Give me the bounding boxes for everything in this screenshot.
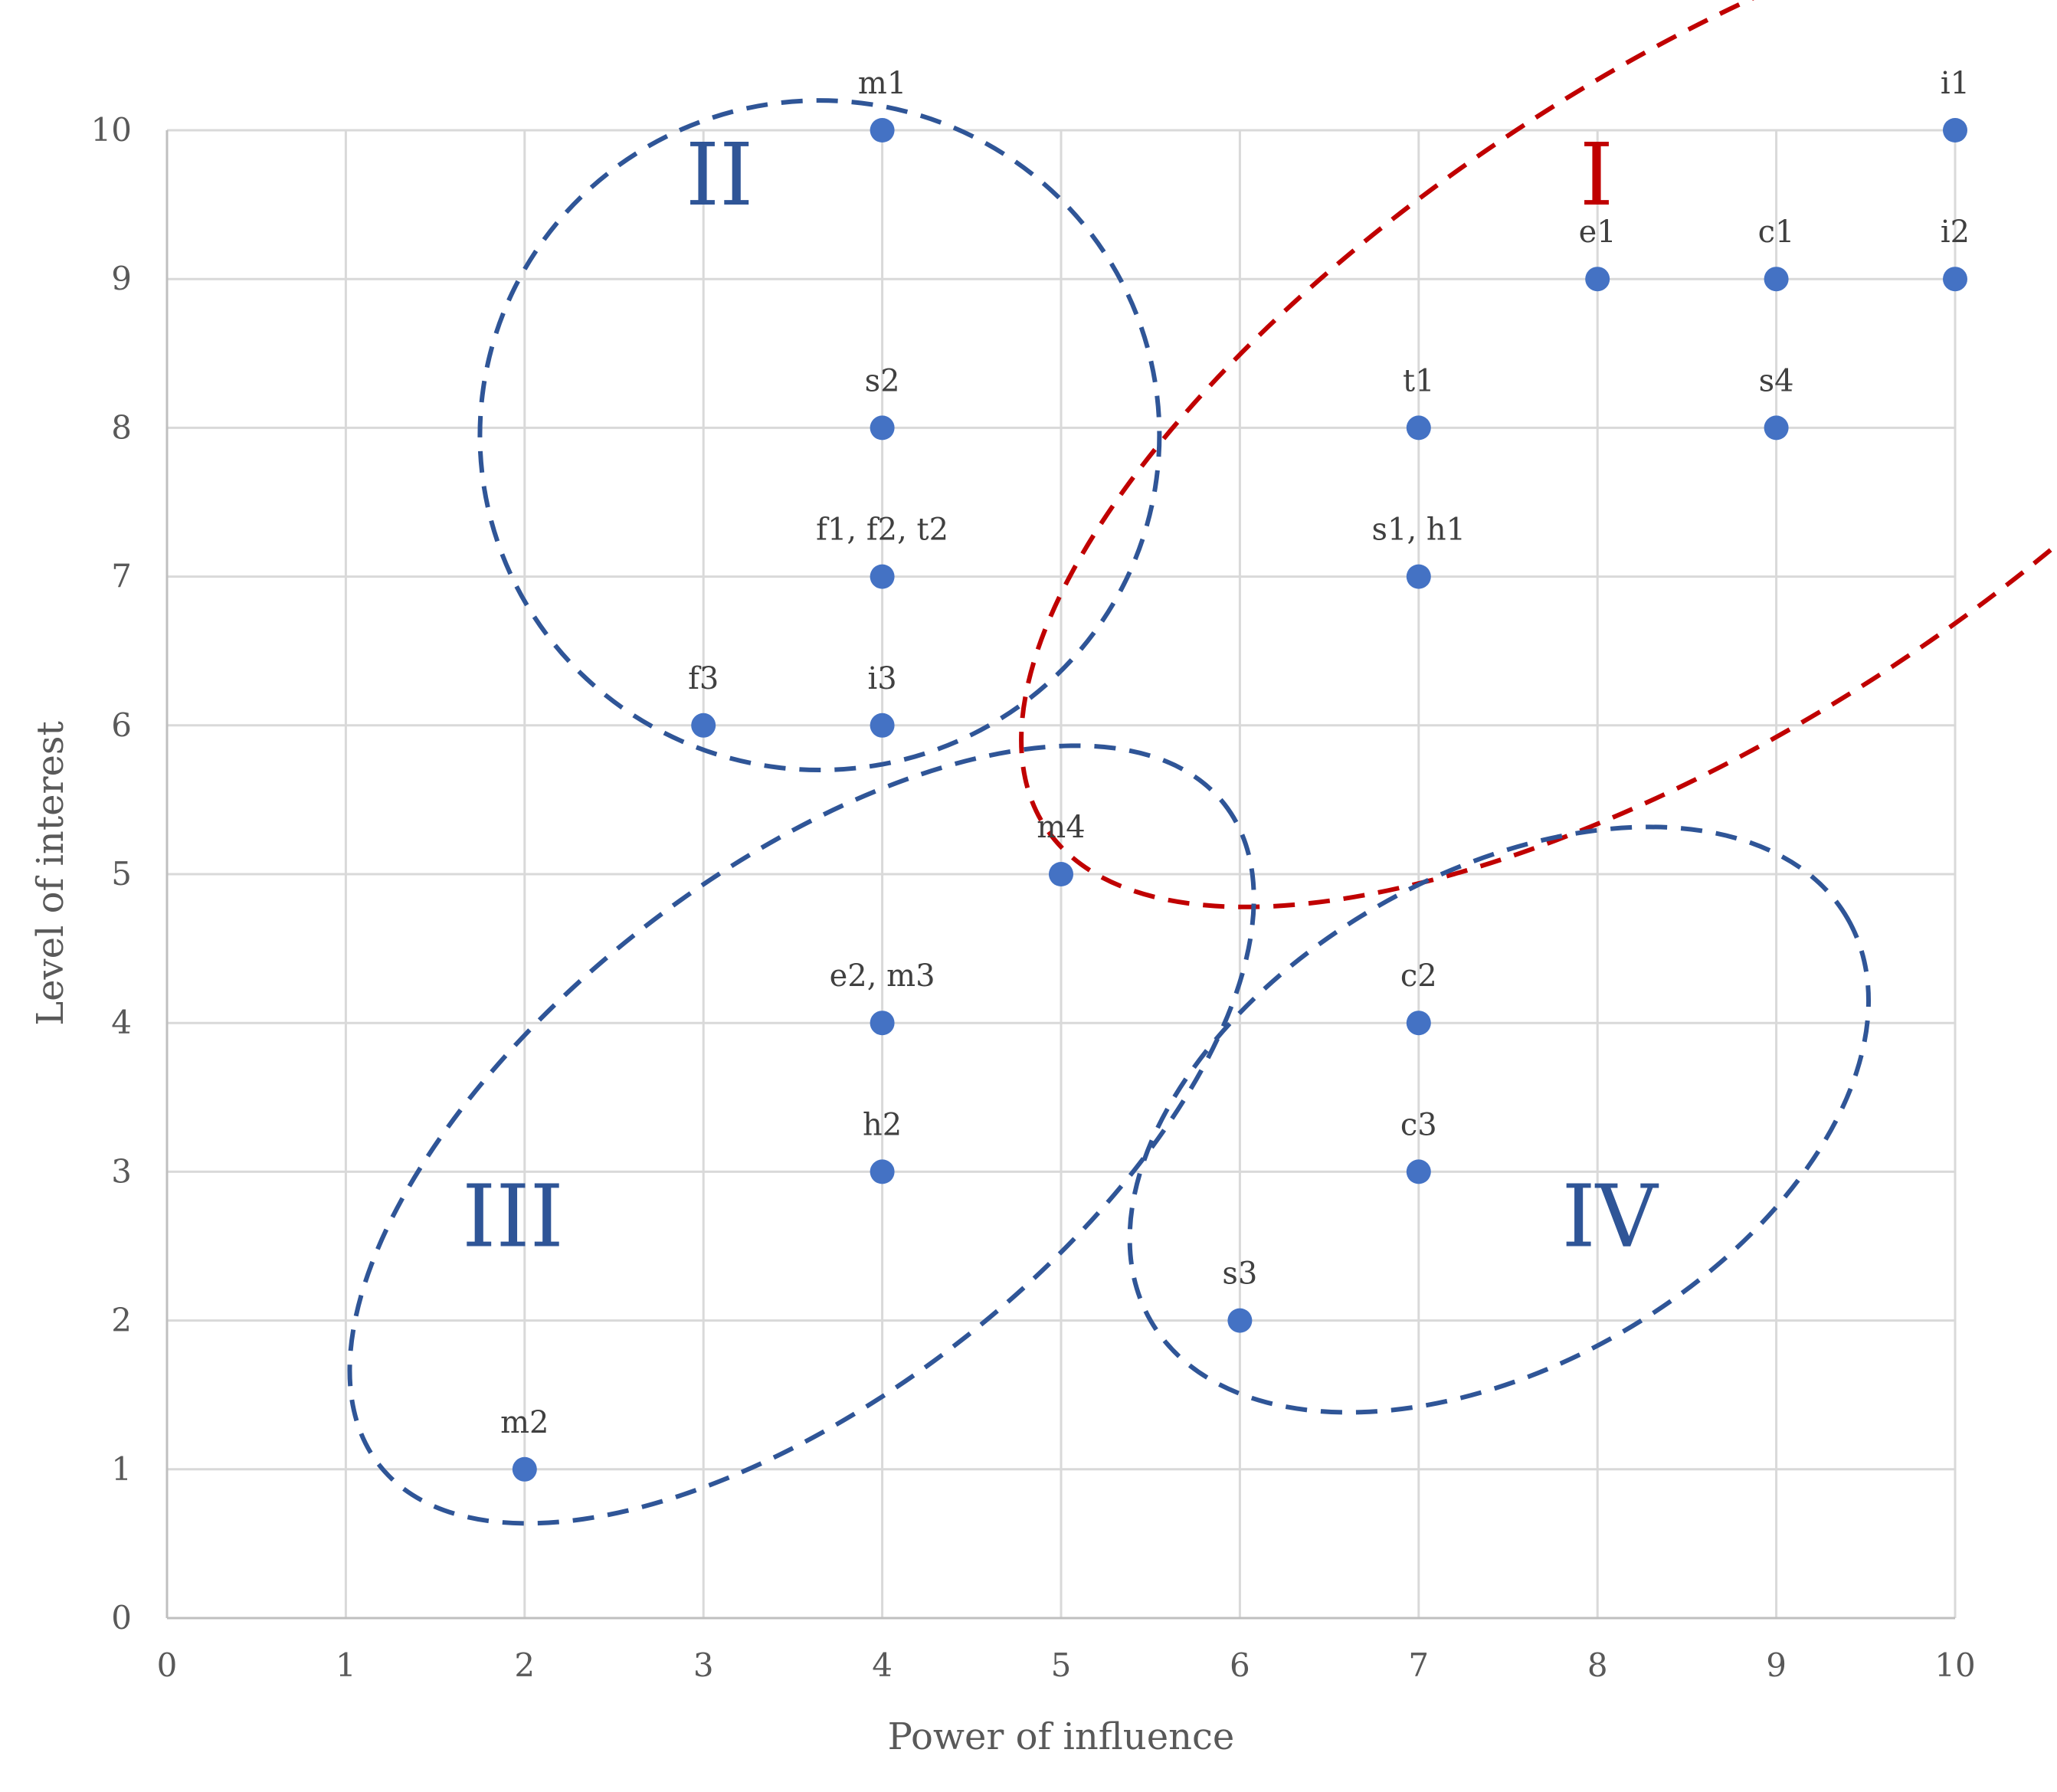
- x-tick-labels: 0 1 2 3 4 5 6 7 8 9 10: [157, 1646, 1976, 1684]
- data-point-i2: [1943, 267, 1967, 292]
- data-point-t1: [1406, 415, 1431, 441]
- y-tick-label: 10: [91, 111, 132, 149]
- data-point-e2-m3: [870, 1011, 895, 1036]
- x-tick-label: 1: [336, 1646, 356, 1684]
- point-label: e2, m3: [830, 958, 935, 994]
- data-point-f1-f2-t2: [870, 564, 895, 589]
- data-point-e1: [1585, 267, 1610, 292]
- data-point-f3: [691, 713, 716, 738]
- y-tick-label: 9: [111, 260, 132, 297]
- data-point-i3: [870, 713, 895, 738]
- group-ellipse-ii: [477, 98, 1162, 773]
- point-labels: m1 s2 f1, f2, t2 f3 i3 i1 e1 c1 i2 t1 s4 s1, h1 m4 e2…: [500, 66, 1970, 1440]
- y-tick-label: 2: [111, 1302, 132, 1339]
- x-tick-label: 4: [872, 1646, 893, 1684]
- data-point-c3: [1406, 1159, 1431, 1184]
- data-point-m1: [870, 118, 895, 143]
- point-label: i1: [1941, 66, 1970, 101]
- point-label: e1: [1579, 215, 1616, 250]
- point-label: s1, h1: [1371, 513, 1466, 548]
- y-axis-title: Level of interest: [29, 721, 72, 1026]
- point-label: c2: [1400, 958, 1437, 994]
- x-tick-label: 3: [693, 1646, 714, 1684]
- data-point-m2: [512, 1456, 537, 1482]
- point-label: m2: [500, 1405, 549, 1440]
- point-label: t1: [1403, 363, 1435, 398]
- data-point-s4: [1764, 415, 1789, 441]
- group-label-ii: II: [686, 126, 753, 225]
- data-point-c2: [1406, 1011, 1431, 1036]
- point-label: m1: [858, 66, 906, 101]
- x-tick-label: 8: [1587, 1646, 1608, 1684]
- group-label-iii: III: [462, 1168, 564, 1267]
- group-ellipses: [347, 0, 2057, 1526]
- x-tick-label: 2: [514, 1646, 535, 1684]
- data-point-s2: [870, 415, 895, 441]
- y-tick-labels: 0 1 2 3 4 5 6 7 8 9 10: [91, 111, 132, 1636]
- group-label-iv: IV: [1562, 1168, 1659, 1267]
- group-ellipse-iv: [1127, 824, 1872, 1415]
- y-tick-label: 8: [111, 408, 132, 446]
- point-label: h2: [863, 1107, 902, 1142]
- point-label: c1: [1758, 215, 1795, 250]
- point-label: i2: [1941, 215, 1970, 250]
- point-label: f1, f2, t2: [816, 513, 948, 548]
- x-tick-label: 9: [1766, 1646, 1787, 1684]
- y-tick-label: 1: [111, 1450, 132, 1488]
- point-label: m4: [1037, 810, 1085, 845]
- y-tick-label: 6: [111, 706, 132, 744]
- data-point-i1: [1943, 118, 1967, 143]
- x-tick-label: 7: [1408, 1646, 1429, 1684]
- x-tick-label: 6: [1230, 1646, 1250, 1684]
- y-tick-label: 7: [111, 558, 132, 595]
- data-point-m4: [1049, 862, 1073, 886]
- group-label-i: I: [1580, 126, 1613, 225]
- point-label: i3: [867, 661, 896, 696]
- data-point-c1: [1764, 267, 1789, 292]
- point-label: f3: [688, 661, 719, 696]
- point-label: s2: [865, 363, 900, 398]
- axes: [165, 130, 1955, 1620]
- point-label: s3: [1222, 1256, 1257, 1292]
- x-tick-label: 0: [157, 1646, 178, 1684]
- group-ellipse-iii: [347, 743, 1256, 1526]
- data-point-s3: [1227, 1308, 1253, 1333]
- y-tick-label: 5: [111, 855, 132, 893]
- x-tick-label: 10: [1934, 1646, 1975, 1684]
- point-label: c3: [1400, 1107, 1437, 1142]
- group-ellipse-i: [1019, 0, 2057, 909]
- y-tick-label: 4: [111, 1004, 132, 1041]
- data-points: [512, 118, 1967, 1482]
- data-point-h2: [870, 1159, 895, 1184]
- y-tick-label: 0: [111, 1599, 132, 1636]
- y-tick-label: 3: [111, 1152, 132, 1190]
- data-point-s1-h1: [1406, 564, 1431, 589]
- point-label: s4: [1759, 363, 1794, 398]
- x-tick-label: 5: [1051, 1646, 1072, 1684]
- x-axis-title: Power of influence: [888, 1715, 1235, 1758]
